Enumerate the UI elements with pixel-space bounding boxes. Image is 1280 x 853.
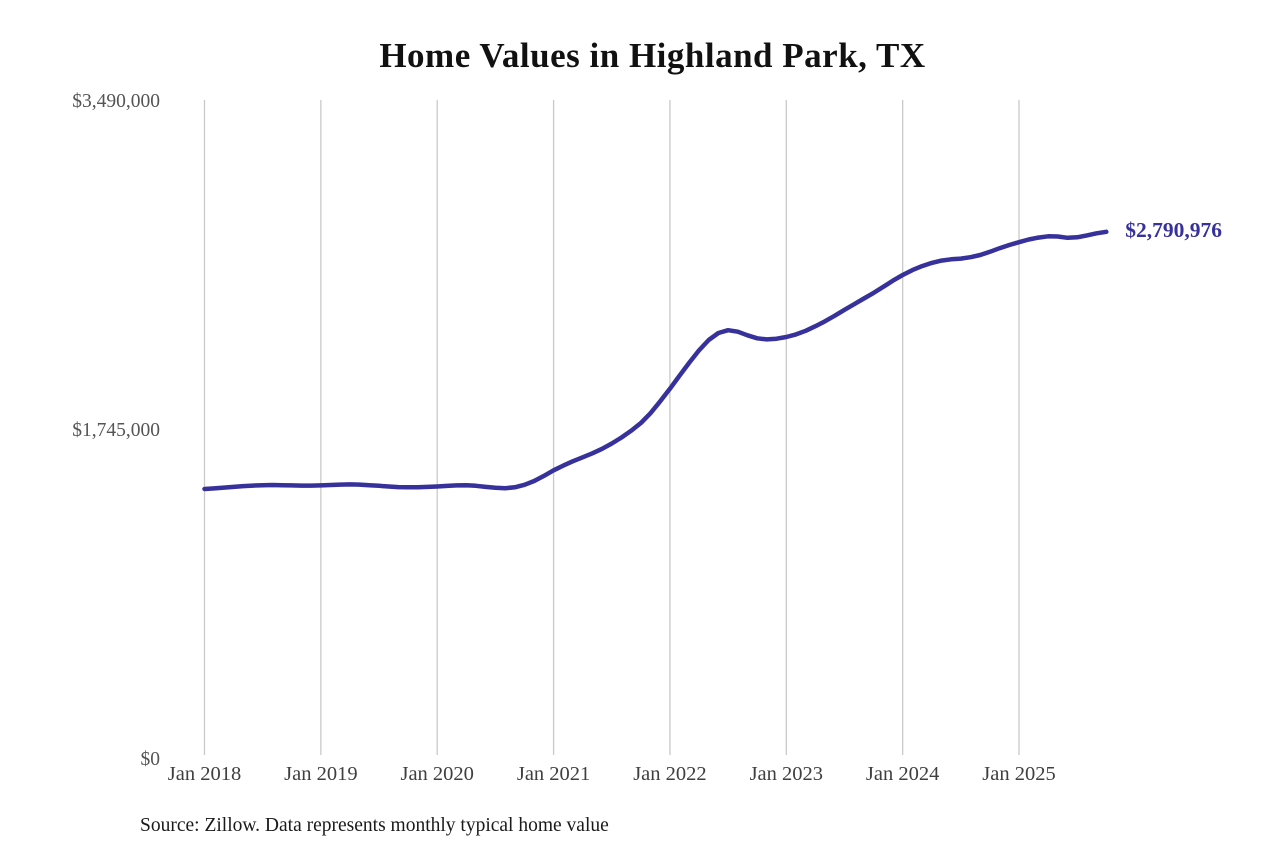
x-axis-tick-label: Jan 2020 bbox=[400, 763, 474, 785]
x-axis-tick-label: Jan 2025 bbox=[982, 763, 1056, 785]
x-axis-tick-label: Jan 2019 bbox=[284, 763, 358, 785]
x-axis-tick-label: Jan 2018 bbox=[167, 763, 242, 785]
x-axis-tick-label: Jan 2024 bbox=[865, 763, 940, 785]
x-axis-tick-label: Jan 2022 bbox=[633, 763, 707, 785]
y-axis-tick-label: $0 bbox=[140, 749, 161, 770]
home-value-line bbox=[202, 229, 1109, 492]
latest-value-label: $2,790,976 bbox=[1125, 217, 1223, 242]
source-note: Source: Zillow. Data represents monthly … bbox=[140, 815, 609, 836]
x-axis-tick-label: Jan 2023 bbox=[749, 763, 824, 785]
y-axis-tick-label: $1,745,000 bbox=[72, 420, 160, 441]
chart-title: Home Values in Highland Park, TX bbox=[379, 36, 926, 75]
y-axis-tick-label: $3,490,000 bbox=[72, 91, 160, 112]
x-axis-tick-label: Jan 2021 bbox=[516, 763, 591, 785]
